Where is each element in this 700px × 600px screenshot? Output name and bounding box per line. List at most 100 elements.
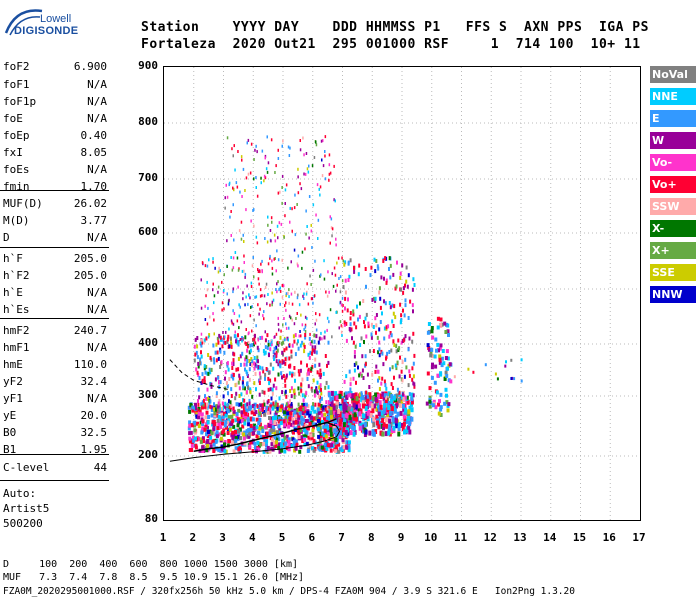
echo-point — [310, 223, 312, 227]
echo-point — [355, 380, 357, 385]
echo-point — [289, 411, 293, 416]
echo-point — [306, 363, 308, 368]
echo-point — [191, 408, 195, 413]
echo-point — [376, 335, 379, 340]
echo-point — [253, 318, 255, 322]
echo-point — [323, 335, 326, 340]
echo-point — [298, 407, 301, 411]
legend-item: SSE — [650, 264, 696, 281]
echo-point — [411, 303, 414, 308]
echo-point — [305, 441, 309, 446]
echo-point — [388, 267, 390, 271]
echo-point — [203, 341, 205, 345]
echo-point — [201, 372, 204, 377]
echo-point — [231, 430, 235, 435]
echo-point — [231, 436, 235, 441]
echo-point — [255, 417, 259, 422]
echo-point — [408, 336, 411, 341]
echo-point — [261, 366, 264, 371]
param-value: N/A — [87, 286, 107, 299]
echo-point — [200, 338, 203, 343]
echo-point — [264, 154, 267, 158]
echo-point — [375, 420, 379, 426]
echo-point — [374, 397, 378, 403]
echo-point — [288, 416, 292, 421]
echo-point — [291, 302, 294, 306]
echo-point — [310, 420, 314, 425]
echo-point — [355, 325, 358, 330]
echo-point — [250, 285, 253, 288]
echo-point — [228, 327, 230, 331]
echo-point — [197, 387, 200, 392]
echo-point — [230, 394, 233, 398]
echo-point — [314, 402, 317, 407]
echo-point — [433, 380, 437, 385]
param-key: hmE — [3, 358, 23, 371]
echo-point — [395, 344, 398, 349]
echo-point — [384, 383, 387, 388]
echo-point — [345, 338, 348, 343]
echo-point — [398, 374, 401, 379]
echo-point — [288, 326, 290, 330]
echo-point — [219, 365, 222, 369]
echo-point — [328, 320, 330, 324]
echo-point — [390, 382, 393, 387]
echo-point — [251, 329, 253, 333]
echo-point — [266, 445, 270, 450]
echo-point — [242, 414, 246, 418]
echo-point — [297, 369, 300, 374]
echo-point — [374, 316, 377, 321]
echo-point — [256, 355, 259, 360]
echo-point — [249, 426, 253, 430]
echo-point — [364, 362, 367, 367]
echo-point — [402, 421, 406, 427]
echo-point — [389, 367, 391, 372]
echo-point — [310, 366, 313, 371]
echo-point — [299, 405, 303, 410]
echo-point — [257, 443, 261, 448]
echo-point — [204, 424, 208, 429]
echo-point — [263, 390, 266, 395]
echo-point — [329, 171, 332, 175]
echo-point — [194, 337, 197, 342]
echo-point — [263, 310, 265, 314]
echo-point — [266, 345, 269, 350]
echo-point — [253, 356, 256, 360]
echo-point — [244, 406, 247, 410]
echo-point — [294, 446, 298, 451]
echo-point — [222, 331, 224, 334]
echo-point — [228, 405, 232, 410]
param-value: 1.95 — [80, 443, 108, 456]
echo-point — [288, 356, 291, 361]
echo-point — [377, 266, 380, 271]
echo-point — [330, 226, 333, 230]
echo-point — [207, 396, 209, 401]
echo-point — [242, 291, 244, 295]
echo-point — [246, 402, 249, 407]
echo-point — [292, 439, 296, 444]
echo-point — [312, 301, 314, 305]
echo-point — [219, 335, 222, 340]
echo-point — [321, 174, 324, 178]
echo-point — [228, 298, 230, 302]
echo-point — [365, 394, 369, 400]
echo-point — [288, 371, 291, 376]
echo-point — [365, 312, 368, 317]
echo-point — [410, 416, 414, 422]
echo-point — [395, 400, 399, 406]
echo-point — [283, 449, 287, 454]
echo-point — [266, 410, 270, 415]
echo-point — [237, 420, 240, 425]
echo-point — [385, 278, 388, 283]
echo-point — [334, 437, 338, 442]
echo-point — [257, 270, 260, 273]
echo-point — [259, 365, 262, 370]
echo-point — [388, 424, 392, 430]
echo-point — [304, 315, 307, 319]
echo-point — [440, 356, 444, 361]
echo-point — [494, 372, 497, 376]
param-row: foE N/A — [3, 110, 107, 127]
echo-point — [273, 421, 277, 425]
echo-point — [254, 371, 257, 376]
echo-point — [328, 290, 330, 294]
